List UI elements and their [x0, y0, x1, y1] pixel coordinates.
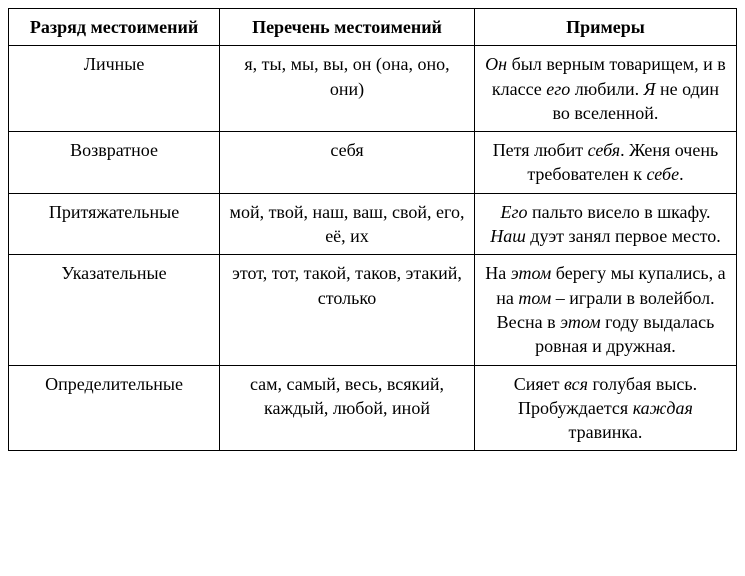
- header-examples: Примеры: [474, 9, 736, 46]
- cell-category: Определительные: [9, 365, 220, 451]
- cell-list: этот, тот, такой, таков, этакий, столько: [220, 255, 475, 365]
- cell-example: Он был верным товарищем, и в классе его …: [474, 46, 736, 132]
- cell-list: себя: [220, 132, 475, 194]
- cell-category: Личные: [9, 46, 220, 132]
- cell-list: я, ты, мы, вы, он (она, оно, они): [220, 46, 475, 132]
- cell-list: мой, твой, наш, ваш, свой, его, её, их: [220, 193, 475, 255]
- table-row: Определительные сам, самый, весь, всякий…: [9, 365, 737, 451]
- pronouns-table: Разряд местоимений Перечень местоимений …: [8, 8, 737, 451]
- cell-category: Указательные: [9, 255, 220, 365]
- table-body: Личные я, ты, мы, вы, он (она, оно, они)…: [9, 46, 737, 451]
- cell-list: сам, самый, весь, всякий, каждый, любой,…: [220, 365, 475, 451]
- cell-example: Его пальто висело в шкафу. Наш дуэт заня…: [474, 193, 736, 255]
- header-list: Перечень местоимений: [220, 9, 475, 46]
- cell-example: Сияет вся голубая высь. Пробуждается каж…: [474, 365, 736, 451]
- cell-category: Притяжательные: [9, 193, 220, 255]
- table-row: Притяжательные мой, твой, наш, ваш, свой…: [9, 193, 737, 255]
- cell-example: На этом берегу мы купались, а на том – и…: [474, 255, 736, 365]
- table-row: Указательные этот, тот, такой, таков, эт…: [9, 255, 737, 365]
- table-row: Личные я, ты, мы, вы, он (она, оно, они)…: [9, 46, 737, 132]
- table-header-row: Разряд местоимений Перечень местоимений …: [9, 9, 737, 46]
- cell-example: Петя любит себя. Женя очень требователен…: [474, 132, 736, 194]
- header-category: Разряд местоимений: [9, 9, 220, 46]
- cell-category: Возвратное: [9, 132, 220, 194]
- table-row: Возвратное себя Петя любит себя. Женя оч…: [9, 132, 737, 194]
